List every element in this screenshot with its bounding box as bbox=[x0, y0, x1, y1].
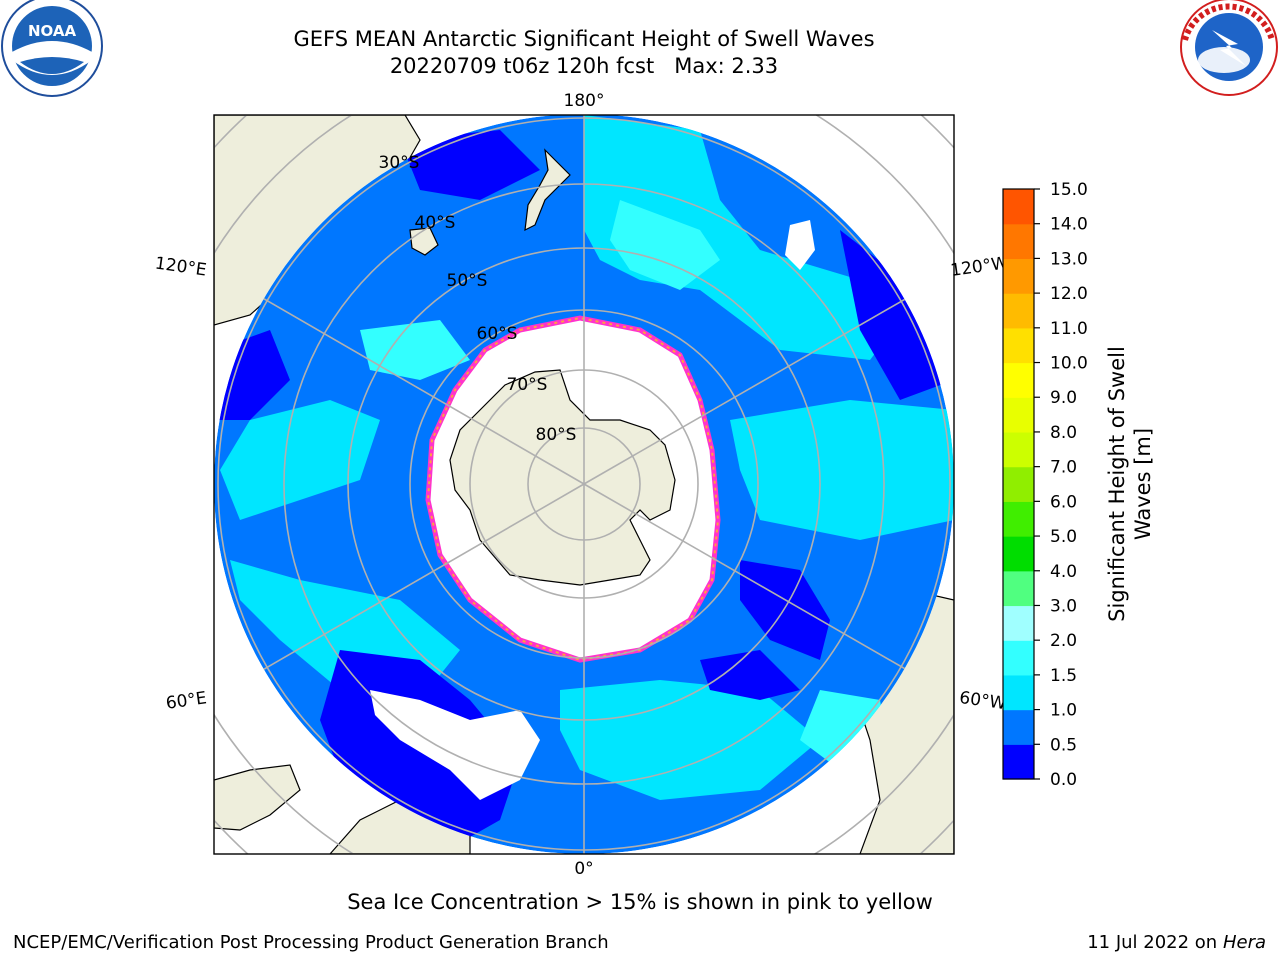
colorbar: 0.0 0.5 1.0 1.5 2.0 3.0 4.0 5.0 6.0 7.0 8.0 9.0 10.0… bbox=[1002, 180, 1088, 790]
lat-label-30s: 30°S bbox=[379, 153, 420, 173]
lon-label-0: 0° bbox=[574, 859, 593, 879]
colorbar-bin bbox=[1003, 397, 1034, 433]
colorbar-bin bbox=[1003, 570, 1034, 607]
chart-subtitle: 20220709 t06z 120h fcst Max: 2.33 bbox=[389, 54, 779, 78]
colorbar-bin bbox=[1003, 640, 1034, 676]
colorbar-bin bbox=[1003, 431, 1034, 468]
colorbar-tick-label: 2.0 bbox=[1050, 631, 1077, 651]
colorbar-bin bbox=[1003, 466, 1034, 502]
colorbar-bin bbox=[1003, 674, 1034, 711]
colorbar-tick-label: 1.0 bbox=[1050, 701, 1077, 721]
lat-label-50s: 50°S bbox=[447, 271, 488, 291]
credit-line: NCEP/EMC/Verification Post Processing Pr… bbox=[13, 932, 609, 953]
machine-name: Hera bbox=[1222, 932, 1266, 953]
chart-title: GEFS MEAN Antarctic Significant Height o… bbox=[293, 27, 875, 51]
colorbar-tick-label: 9.0 bbox=[1050, 388, 1077, 408]
lat-label-80s: 80°S bbox=[536, 425, 577, 445]
map-area bbox=[214, 115, 954, 854]
colorbar-tick-label: 1.5 bbox=[1050, 666, 1077, 686]
colorbar-tick-label: 4.0 bbox=[1050, 562, 1077, 582]
lat-label-40s: 40°S bbox=[415, 213, 456, 233]
noaa-logo: NOAA bbox=[1, 0, 103, 97]
colorbar-tick-label: 3.0 bbox=[1050, 596, 1077, 616]
lon-label-120e: 120°E bbox=[154, 254, 208, 281]
colorbar-tick-label: 14.0 bbox=[1050, 215, 1088, 235]
lon-label-120w: 120°W bbox=[949, 253, 1009, 281]
colorbar-tick-label: 13.0 bbox=[1050, 249, 1088, 269]
colorbar-tick-label: 5.0 bbox=[1050, 527, 1077, 547]
sea-ice-footnote: Sea Ice Concentration > 15% is shown in … bbox=[347, 890, 933, 914]
colorbar-tick-label: 0.0 bbox=[1050, 770, 1077, 790]
colorbar-bin bbox=[1003, 189, 1034, 225]
colorbar-tick-label: 6.0 bbox=[1050, 492, 1077, 512]
colorbar-label-line1: Significant Height of Swell bbox=[1105, 346, 1129, 622]
colorbar-bin bbox=[1003, 223, 1034, 260]
colorbar-bin bbox=[1003, 362, 1034, 398]
colorbar-bin bbox=[1003, 605, 1034, 641]
colorbar-bin bbox=[1003, 327, 1034, 364]
colorbar-tick-label: 0.5 bbox=[1050, 735, 1077, 755]
date-line: 11 Jul 2022 on Hera bbox=[1087, 932, 1266, 953]
colorbar-tick-label: 8.0 bbox=[1050, 423, 1077, 443]
lat-label-70s: 70°S bbox=[507, 375, 548, 395]
colorbar-tick-label: 10.0 bbox=[1050, 354, 1088, 374]
map-frame bbox=[213, 114, 955, 855]
colorbar-tick-label: 7.0 bbox=[1050, 458, 1077, 478]
colorbar-frame bbox=[1002, 188, 1035, 780]
colorbar-label-line2: Waves [m] bbox=[1131, 428, 1155, 540]
colorbar-tick-label: 12.0 bbox=[1050, 284, 1088, 304]
national-weather-service-logo bbox=[1180, 0, 1278, 96]
noaa-logo-text: NOAA bbox=[28, 22, 77, 40]
date-prefix: 11 Jul 2022 on bbox=[1087, 932, 1223, 953]
colorbar-bin bbox=[1003, 709, 1034, 745]
lon-label-60w: 60°W bbox=[958, 688, 1007, 714]
colorbar-bin bbox=[1003, 536, 1034, 572]
colorbar-bin bbox=[1003, 293, 1034, 329]
colorbar-bin bbox=[1003, 258, 1034, 294]
colorbar-bin bbox=[1003, 744, 1034, 780]
colorbar-tick-label: 11.0 bbox=[1050, 319, 1088, 339]
lon-label-180: 180° bbox=[564, 91, 605, 111]
colorbar-tick-label: 15.0 bbox=[1050, 180, 1088, 200]
lon-label-60e: 60°E bbox=[165, 688, 208, 713]
colorbar-bin bbox=[1003, 501, 1034, 537]
lat-label-60s: 60°S bbox=[477, 324, 518, 344]
